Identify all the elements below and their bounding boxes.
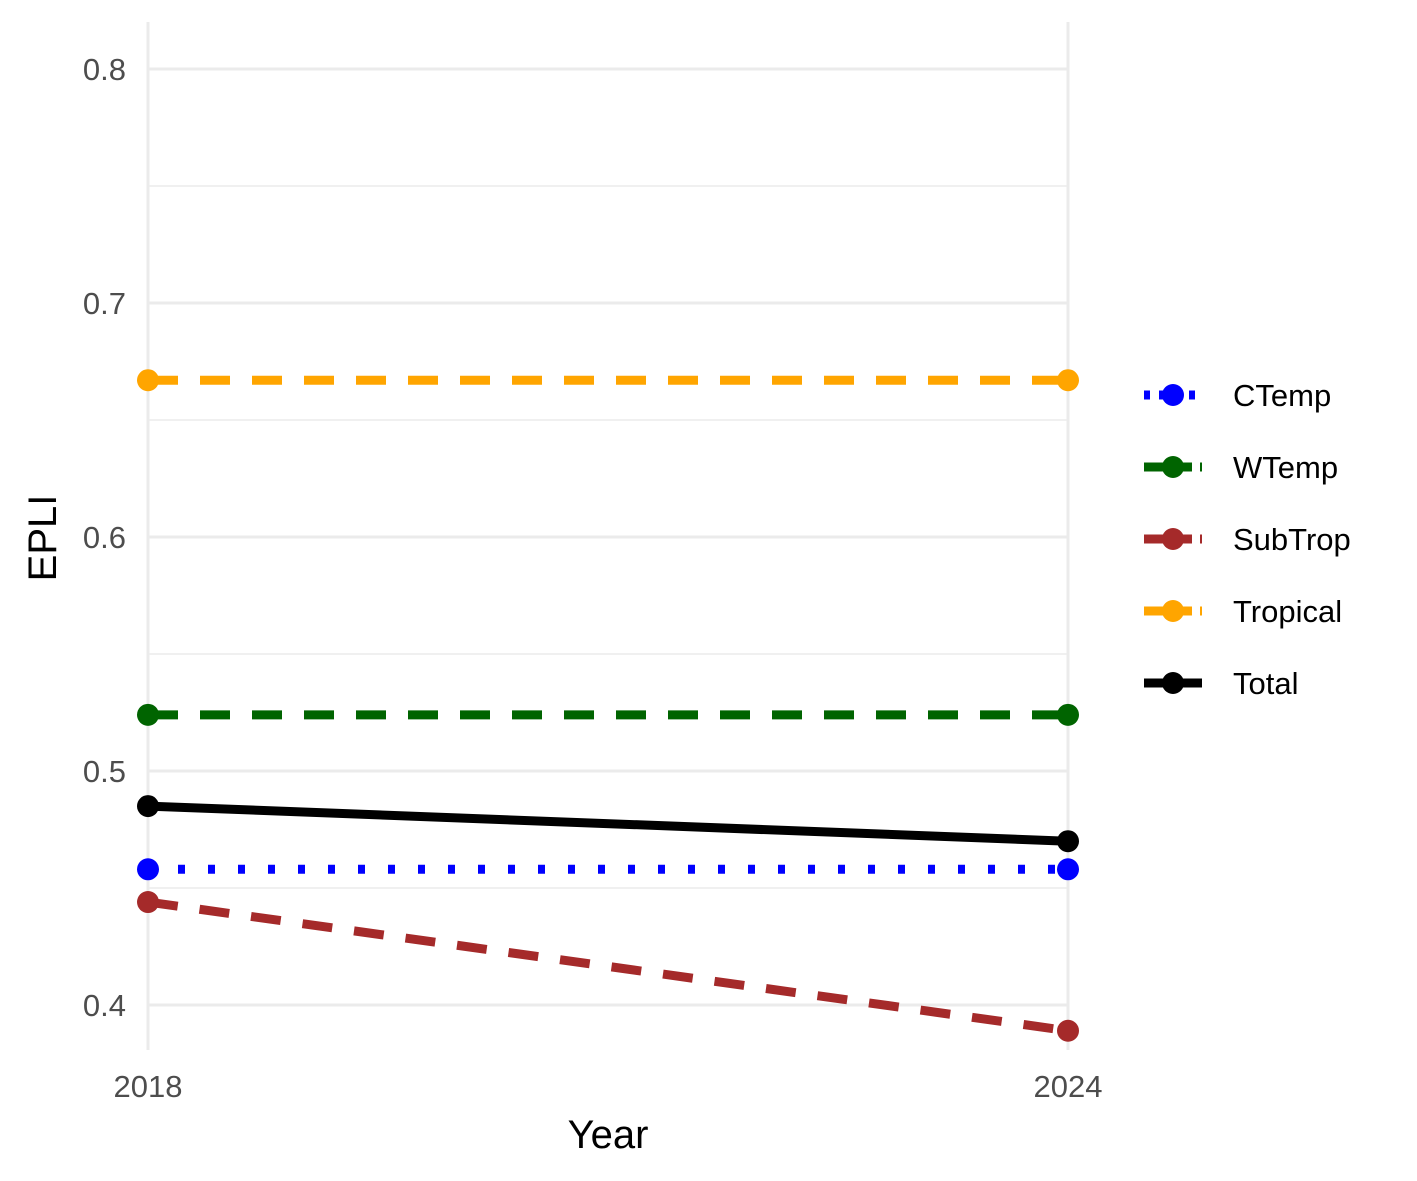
- series-line: [147, 801, 1069, 846]
- legend: CTemp WTemp SubTrop Tropical Total: [1144, 378, 1351, 701]
- legend-key-point: [1162, 456, 1184, 478]
- x-axis-ticks: 2018 2024: [114, 1069, 1103, 1104]
- legend-key-point: [1162, 672, 1184, 694]
- y-axis-ticks: 0.4 0.5 0.6 0.7 0.8: [83, 52, 126, 1023]
- legend-key-point: [1162, 600, 1184, 622]
- grid: [146, 22, 1070, 1050]
- y-tick-label: 0.4: [83, 988, 126, 1023]
- y-tick-label: 0.7: [83, 286, 126, 321]
- data-point: [1057, 1019, 1079, 1042]
- y-tick-label: 0.8: [83, 52, 126, 87]
- legend-label: CTemp: [1233, 378, 1331, 413]
- y-tick-label: 0.5: [83, 754, 126, 789]
- series-tropical: [137, 369, 1079, 392]
- x-tick-label: 2018: [114, 1069, 183, 1104]
- data-point: [137, 891, 159, 914]
- legend-item: Total: [1144, 666, 1298, 701]
- series-lines: [137, 369, 1079, 1042]
- y-axis-title: EPLI: [21, 495, 65, 582]
- data-point: [137, 369, 159, 392]
- legend-label: SubTrop: [1233, 522, 1351, 557]
- legend-label: Tropical: [1233, 594, 1342, 629]
- legend-key-point: [1162, 528, 1184, 550]
- legend-label: WTemp: [1233, 450, 1338, 485]
- data-point: [137, 795, 159, 818]
- data-point: [137, 703, 159, 726]
- series-subtrop: [137, 891, 1079, 1042]
- data-point: [1057, 830, 1079, 853]
- legend-key-point: [1162, 384, 1184, 406]
- legend-item: WTemp: [1144, 450, 1338, 485]
- y-tick-label: 0.6: [83, 520, 126, 555]
- series-line: [147, 897, 1069, 1036]
- series-wtemp: [137, 703, 1079, 726]
- x-tick-label: 2024: [1034, 1069, 1103, 1104]
- legend-item: CTemp: [1144, 378, 1331, 413]
- data-point: [1057, 703, 1079, 726]
- data-point: [1057, 369, 1079, 392]
- data-point: [137, 858, 159, 881]
- legend-item: SubTrop: [1144, 522, 1351, 557]
- legend-label: Total: [1233, 666, 1298, 701]
- data-point: [1057, 858, 1079, 881]
- legend-item: Tropical: [1144, 594, 1342, 629]
- x-axis-title: Year: [568, 1113, 649, 1157]
- series-ctemp: [137, 858, 1079, 881]
- series-total: [137, 795, 1079, 853]
